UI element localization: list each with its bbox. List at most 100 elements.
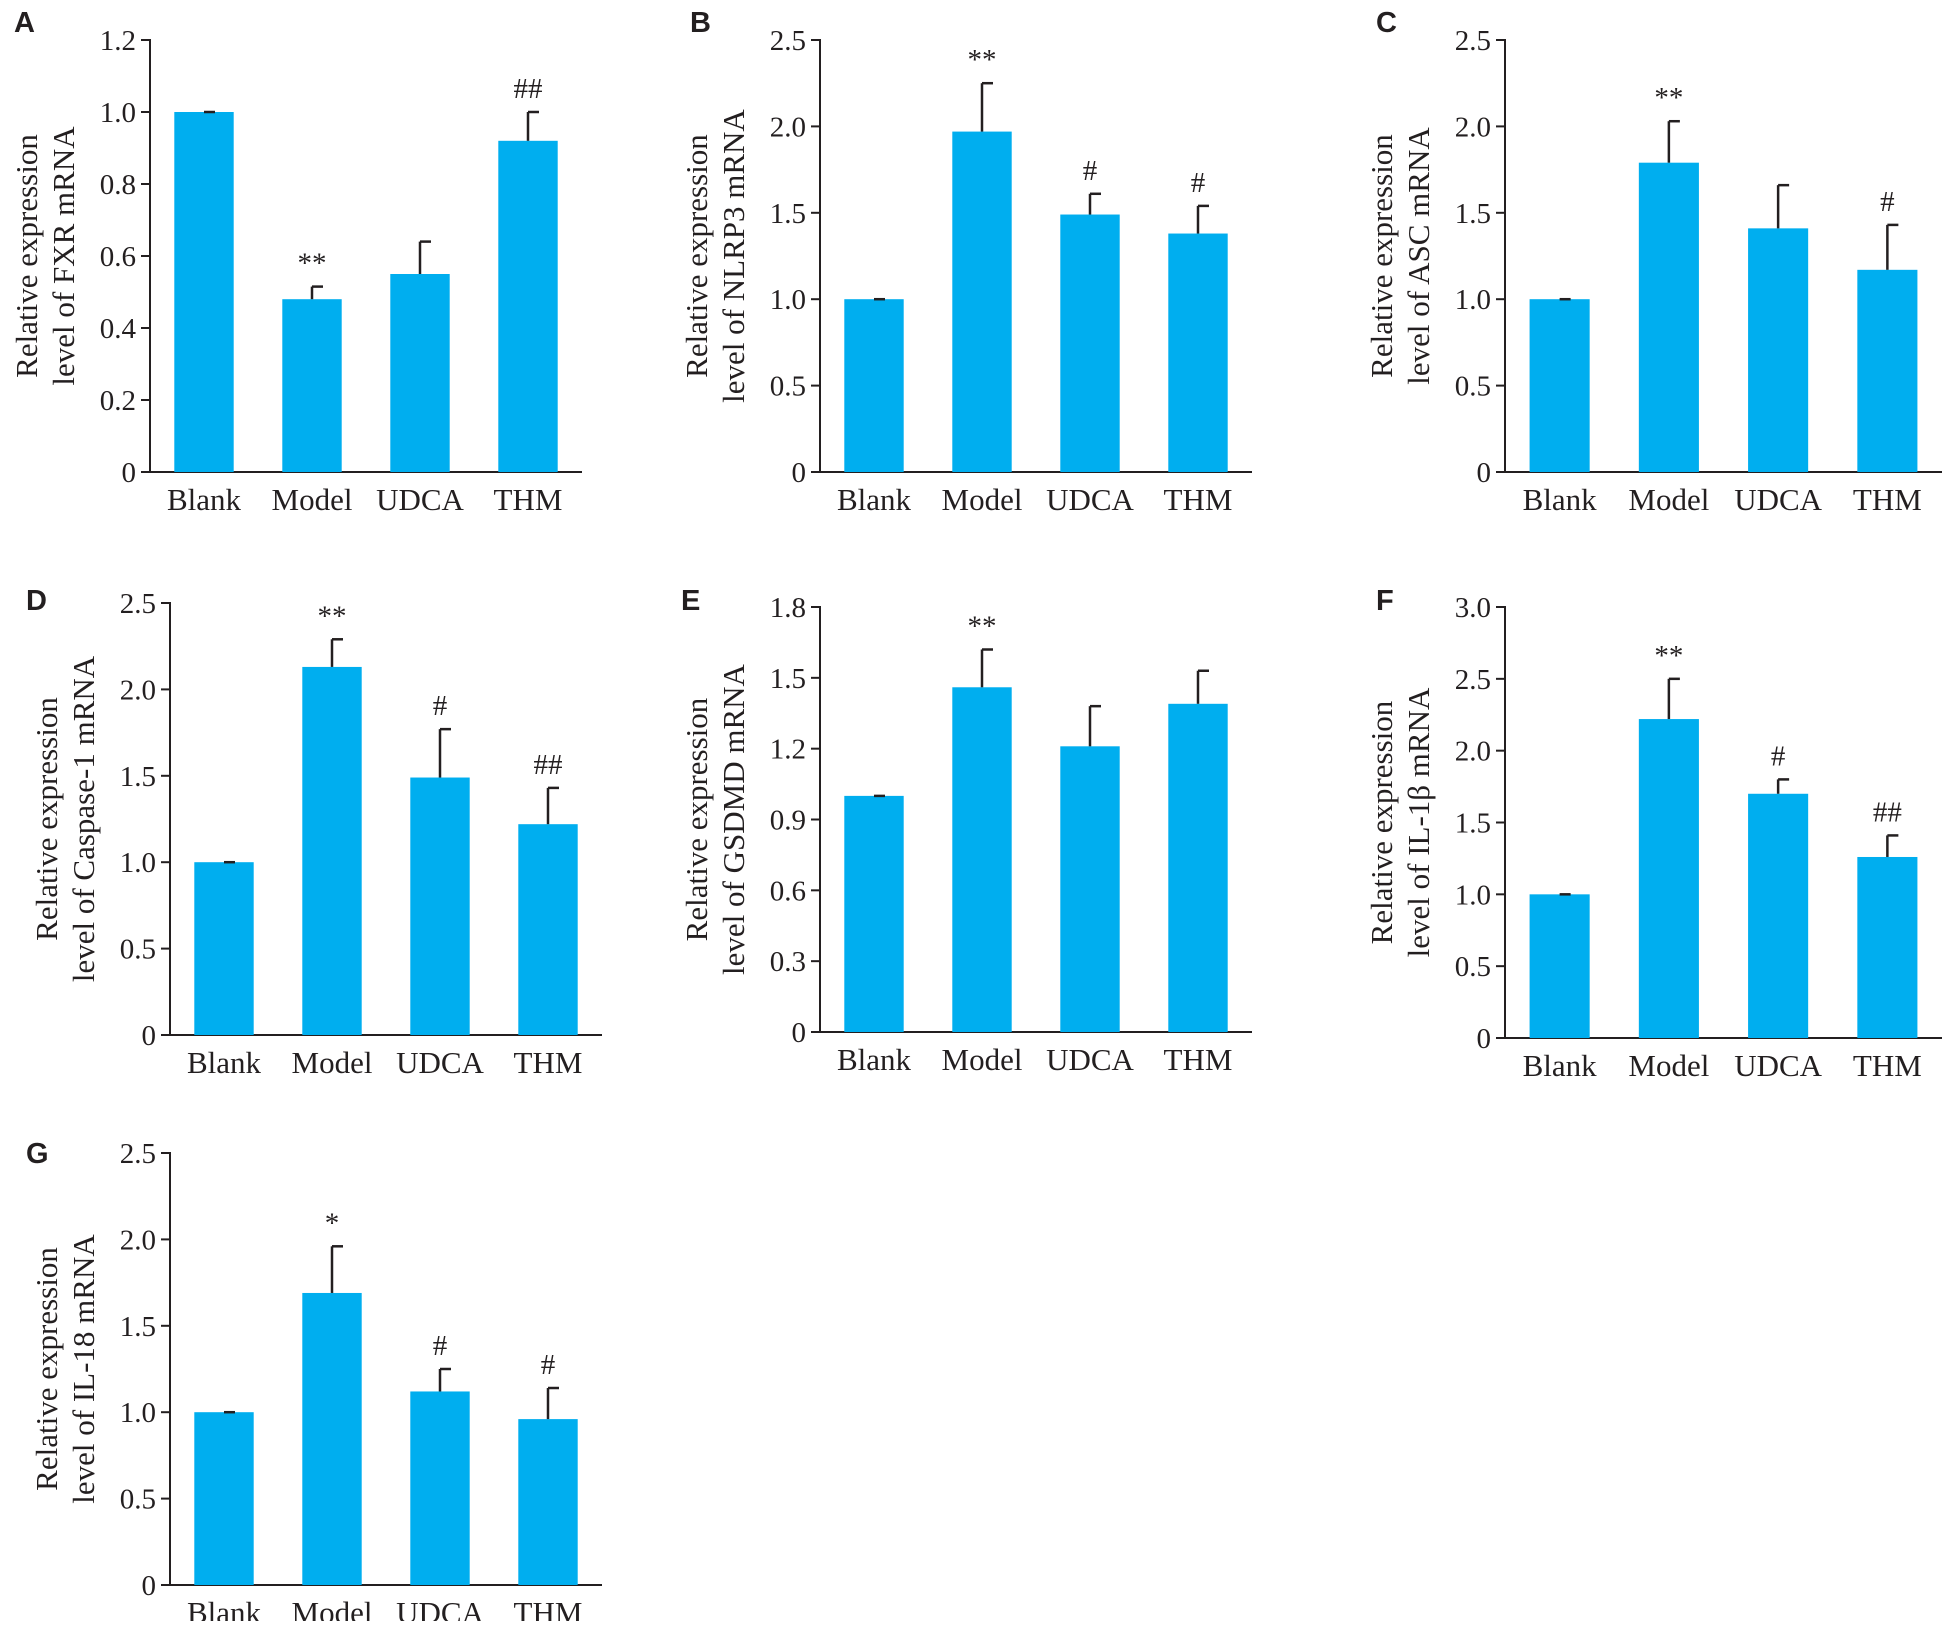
x-category-label: THM	[494, 482, 563, 517]
x-category-label: THM	[1853, 482, 1922, 517]
y-tick-label: 0	[792, 457, 807, 489]
y-tick-label: 1.2	[100, 25, 136, 57]
y-axis-title: level of IL-1β mRNA	[1401, 687, 1436, 957]
x-category-label: THM	[1164, 1042, 1233, 1077]
significance-mark: **	[968, 44, 997, 76]
bar	[952, 687, 1012, 1032]
bar	[194, 862, 254, 1035]
significance-mark: **	[1654, 82, 1683, 114]
y-tick-label: 0.2	[100, 385, 136, 417]
bar	[1748, 793, 1809, 1038]
y-tick-label: 2.0	[1455, 736, 1491, 768]
bar	[302, 666, 362, 1035]
x-category-label: THM	[514, 1045, 583, 1080]
significance-mark: #	[433, 690, 448, 722]
bar	[410, 1391, 470, 1585]
x-category-label: UDCA	[1734, 1048, 1822, 1083]
significance-mark: *	[325, 1207, 340, 1239]
x-category-label: Blank	[1523, 482, 1598, 517]
y-tick-label: 1.2	[770, 734, 806, 766]
y-tick-label: 0	[792, 1017, 807, 1049]
x-category-label: Blank	[837, 482, 912, 517]
y-axis-title: Relative expression	[679, 697, 714, 941]
y-tick-label: 0.5	[1455, 951, 1491, 983]
x-category-label: THM	[1853, 1048, 1922, 1083]
y-tick-label: 2.0	[120, 674, 156, 706]
significance-mark: ##	[514, 73, 543, 105]
bar	[1529, 894, 1590, 1038]
x-category-label: Model	[292, 1595, 373, 1621]
bar	[1748, 228, 1809, 472]
y-tick-label: 0.6	[100, 241, 136, 273]
y-axis-title: Relative expression	[9, 134, 44, 378]
significance-mark: ##	[1873, 796, 1902, 828]
y-tick-label: 1.5	[120, 761, 156, 793]
y-tick-label: 0.4	[100, 313, 137, 345]
x-category-label: Blank	[167, 482, 242, 517]
panel-letter: B	[690, 7, 711, 39]
y-tick-label: 3.0	[1455, 592, 1491, 624]
y-axis-title: Relative expression	[29, 1247, 64, 1491]
bar	[518, 824, 578, 1035]
x-category-label: THM	[1164, 482, 1233, 517]
y-tick-label: 0.5	[1455, 371, 1491, 403]
bar	[194, 1412, 254, 1585]
y-tick-label: 1.0	[770, 284, 806, 316]
chart-panel-c: C 0 0.5 1.0 1.5 2.0 2.5 Relative expression leve…	[1364, 7, 1942, 517]
y-tick-label: 1.5	[120, 1311, 156, 1343]
x-category-label: Model	[942, 482, 1023, 517]
x-category-label: UDCA	[396, 1045, 484, 1080]
significance-mark: #	[433, 1330, 448, 1362]
panel-letter: G	[26, 1138, 49, 1170]
y-axis-title: level of NLRP3 mRNA	[716, 109, 751, 403]
y-tick-label: 1.0	[100, 97, 136, 129]
x-category-label: Model	[292, 1045, 373, 1080]
x-category-label: Model	[942, 1042, 1023, 1077]
y-tick-label: 1.0	[120, 847, 156, 879]
significance-mark: **	[318, 600, 347, 632]
x-category-label: UDCA	[396, 1595, 484, 1621]
significance-mark: #	[541, 1349, 556, 1381]
y-tick-label: 0	[1477, 457, 1492, 489]
bar	[282, 299, 342, 472]
y-tick-label: 2.0	[1455, 111, 1491, 143]
bar	[1060, 746, 1120, 1032]
bar	[174, 112, 234, 472]
x-category-label: Blank	[1523, 1048, 1598, 1083]
y-tick-label: 2.5	[120, 1138, 156, 1170]
y-tick-label: 0.5	[120, 1484, 156, 1516]
y-tick-label: 1.5	[770, 663, 806, 695]
x-category-label: UDCA	[1734, 482, 1822, 517]
x-category-label: Model	[1628, 1048, 1709, 1083]
y-tick-label: 0	[142, 1020, 157, 1052]
y-tick-label: 1.8	[770, 592, 806, 624]
y-tick-label: 2.5	[120, 588, 156, 620]
y-tick-label: 2.5	[770, 25, 806, 57]
bar	[1529, 299, 1590, 472]
y-tick-label: 0.6	[770, 875, 806, 907]
y-axis-title: level of ASC mRNA	[1401, 127, 1436, 385]
bar	[410, 777, 470, 1035]
x-category-label: Blank	[187, 1595, 262, 1621]
bar	[1168, 703, 1228, 1032]
y-tick-label: 2.0	[770, 111, 806, 143]
y-tick-label: 1.5	[1455, 198, 1491, 230]
y-tick-label: 1.5	[1455, 808, 1491, 840]
y-tick-label: 0.9	[770, 805, 806, 837]
bar	[302, 1292, 362, 1585]
y-tick-label: 1.0	[120, 1397, 156, 1429]
x-category-label: UDCA	[1046, 482, 1134, 517]
y-axis-title: Relative expression	[679, 134, 714, 378]
significance-mark: **	[1654, 640, 1683, 672]
chart-panel-e: E 0 0.3 0.6 0.9 1.2 1.5 1.8 Relative expression l…	[679, 585, 1252, 1077]
significance-mark: ##	[534, 749, 563, 781]
y-tick-label: 1.0	[1455, 284, 1491, 316]
panel-letter: D	[26, 585, 47, 617]
y-axis-title: level of IL-18 mRNA	[66, 1234, 101, 1504]
bar	[1060, 214, 1120, 472]
y-tick-label: 0	[142, 1570, 157, 1602]
y-tick-label: 2.5	[1455, 664, 1491, 696]
significance-mark: #	[1880, 186, 1895, 218]
